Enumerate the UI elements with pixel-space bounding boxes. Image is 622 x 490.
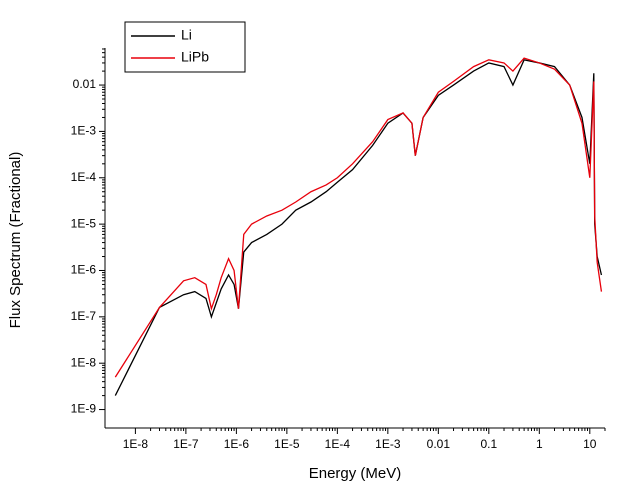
x-tick-label: 1E-5	[274, 437, 300, 451]
x-tick-label: 10	[583, 437, 597, 451]
x-tick-label: 1E-7	[173, 437, 199, 451]
legend-label: Li	[181, 27, 192, 43]
y-tick-label: 1E-7	[71, 309, 97, 323]
y-tick-label: 1E-9	[71, 402, 97, 416]
x-tick-label: 1E-4	[325, 437, 351, 451]
y-tick-label: 1E-4	[71, 170, 97, 184]
y-tick-label: 1E-3	[71, 124, 97, 138]
x-tick-label: 1E-8	[123, 437, 149, 451]
y-tick-label: 1E-5	[71, 216, 97, 230]
x-axis-title: Energy (MeV)	[309, 465, 402, 482]
series-line	[114, 57, 603, 378]
y-tick-label: 1E-8	[71, 355, 97, 369]
x-tick-label: 1E-3	[375, 437, 401, 451]
x-tick-label: 1	[536, 437, 543, 451]
y-axis-title: Flux Spectrum (Fractional)	[7, 152, 24, 329]
legend-label: LiPb	[181, 49, 209, 65]
series-line	[114, 59, 603, 396]
legend-box	[124, 21, 246, 73]
x-tick-label: 1E-6	[224, 437, 250, 451]
y-tick-label: 0.01	[73, 77, 97, 91]
x-tick-label: 0.1	[480, 437, 497, 451]
y-tick-label: 1E-6	[71, 263, 97, 277]
x-tick-label: 0.01	[427, 437, 451, 451]
